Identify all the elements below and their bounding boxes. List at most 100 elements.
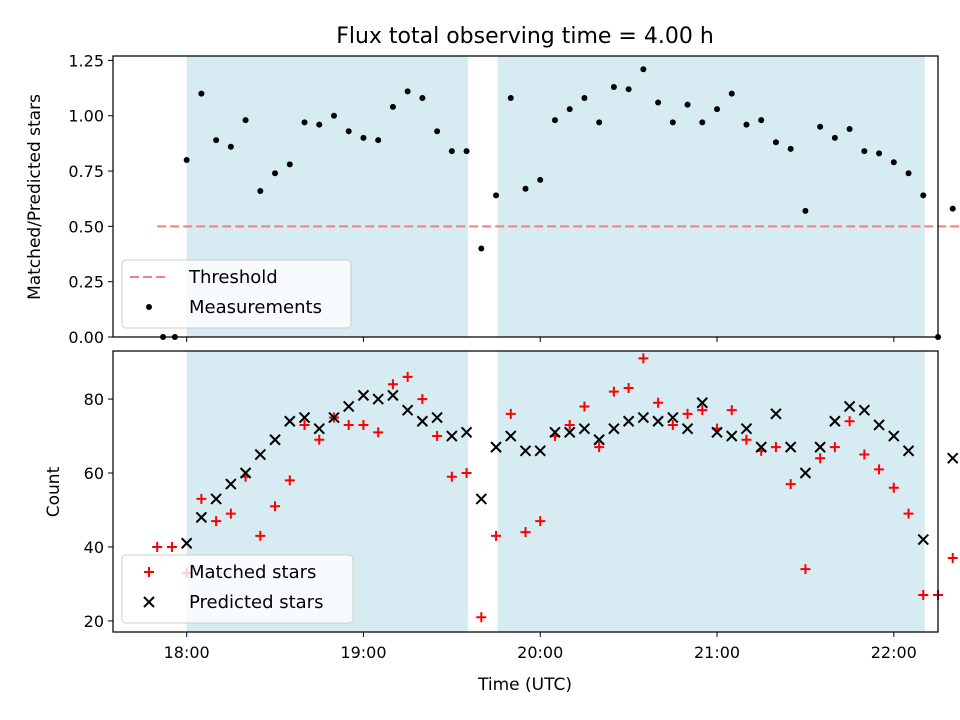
measurement-point [345,128,352,135]
measurement-point [758,117,765,124]
matched-star-marker [211,516,222,527]
predicted-star-marker [829,415,841,427]
x-tick-label: 22:00 [871,643,917,662]
legend-box [121,259,352,329]
top-legend: Threshold Measurements [121,259,352,329]
measurement-point [375,137,382,144]
matched-star-marker [903,508,914,519]
measurement-point [581,95,588,102]
predicted-star-marker [195,511,208,524]
measurement-point [890,159,897,166]
measurement-point [448,148,455,155]
bottom-y-axis-label: Count [44,466,64,517]
measurement-point [272,170,279,177]
top-x-ticks [186,337,895,342]
measurement-point [669,119,676,126]
measurement-point [551,117,558,124]
predicted-star-marker [343,400,355,413]
measurement-point [610,83,617,90]
observing-interval-2 [497,351,925,632]
matched-star-marker [726,405,737,416]
legend-matched-swatch [144,567,154,577]
observing-interval-2 [497,56,925,337]
measurement-point [876,150,883,157]
predicted-star-marker [475,493,488,505]
predicted-star-marker [431,411,443,424]
predicted-star-marker [726,430,738,442]
predicted-star-marker [490,441,502,453]
measurement-point [478,245,485,252]
matched-star-marker [373,427,384,438]
measurement-point [949,205,956,212]
measurement-point [493,192,500,199]
matched-star-marker [196,493,207,504]
measurement-point [802,207,809,214]
predicted-star-marker [652,415,664,427]
predicted-star-marker [534,445,546,457]
measurement-point [404,88,411,95]
predicted-star-marker [210,493,222,505]
measurement-point [301,119,308,126]
predicted-star-marker [711,426,723,439]
matched-star-marker [638,353,649,364]
matched-star-marker [225,508,236,519]
matched-star-marker [697,405,708,416]
predicted-star-marker [505,430,517,442]
matched-star-marker [476,612,487,623]
matched-star-marker [829,442,840,453]
predicted-star-marker [446,430,458,442]
y-tick-label: 0.00 [68,328,104,347]
matched-star-marker [608,386,619,397]
predicted-star-marker [269,434,281,446]
predicted-star-marker [947,452,959,464]
predicted-star-marker [696,397,708,409]
predicted-star-marker [608,422,620,435]
top-y-axis-label: Matched/Predicted stars [25,94,45,300]
predicted-star-marker [755,441,767,453]
matched-star-marker [387,379,398,390]
measurement-point [596,119,603,126]
matched-star-marker [446,471,457,482]
measurement-point [213,137,220,144]
matched-star-marker [535,516,546,527]
matched-star-marker [918,590,929,601]
matched-star-marker [888,482,899,493]
bottom-legend: Matched stars Predicted stars [121,554,354,624]
predicted-star-marker [770,408,782,420]
predicted-star-marker [401,404,414,416]
x-tick-label: 20:00 [517,643,563,662]
matched-star-marker [152,541,163,552]
measurement-point [242,117,249,124]
measurement-point [920,192,927,199]
matched-star-marker [564,419,575,430]
predicted-star-marker [254,448,267,461]
matched-star-marker [815,453,826,464]
predicted-star-marker [225,478,237,490]
legend-box [121,554,354,624]
x-axis-label: Time (UTC) [477,675,572,695]
measurement-point [684,101,691,108]
matched-star-marker [432,431,443,442]
y-tick-label: 80 [84,390,104,409]
predicted-star-marker [888,430,900,442]
measurement-point [463,148,470,155]
x-tick-label: 19:00 [340,643,386,662]
y-tick-label: 40 [84,538,104,557]
matched-star-marker [358,419,369,430]
matched-star-marker [741,434,752,445]
predicted-star-marker [284,415,296,427]
bottom-panel: 20 40 60 80 18:00 19:00 20:00 21:00 22:00 Count… [44,350,959,695]
predicted-star-marker [460,426,473,439]
measurement-point [655,99,662,106]
predicted-star-marker [917,533,929,546]
legend-label: Matched stars [189,562,316,583]
y-tick-label: 0.25 [68,273,104,292]
predicted-star-marker [622,415,635,427]
predicted-star-marker [858,404,871,416]
predicted-star-marker [681,422,694,435]
y-tick-label: 60 [84,464,104,483]
top-y-axis: 0.00 0.25 0.50 0.75 1.00 1.25 [68,51,113,347]
measurement-point [743,121,750,128]
y-tick-label: 20 [84,612,104,631]
